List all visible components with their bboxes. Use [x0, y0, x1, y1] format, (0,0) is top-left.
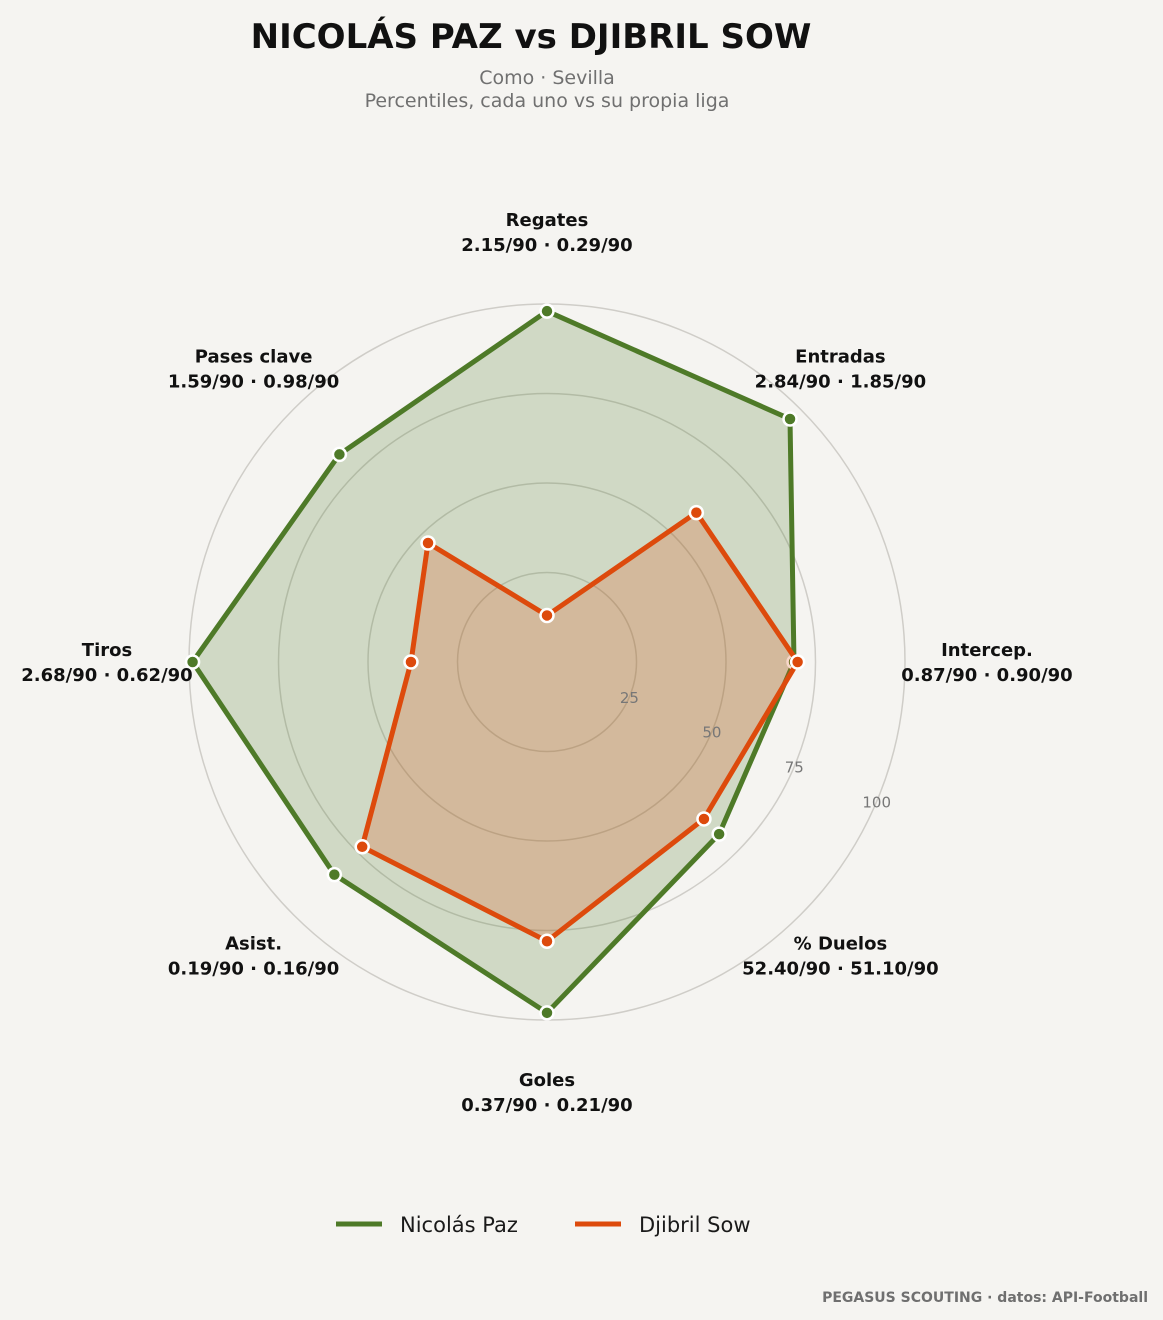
- axis-name: % Duelos: [794, 933, 888, 954]
- axis-label-4: % Duelos 52.40/90 · 51.10/90: [742, 933, 939, 979]
- series-1-point-8: [331, 446, 348, 463]
- axis-values: 0.19/90 · 0.16/90: [168, 958, 339, 979]
- axis-label-7: Tiros 2.68/90 · 0.62/90: [21, 640, 192, 686]
- grid-circle-25: [456, 571, 638, 753]
- series-2-point-3: [789, 654, 806, 670]
- series-2-point-6: [354, 839, 370, 855]
- series-1-point-4: [711, 826, 727, 842]
- axis-name: Pases clave: [195, 347, 313, 368]
- axis-name: Goles: [519, 1070, 575, 1091]
- axis-label-5: Goles 0.37/90 · 0.21/90: [461, 1070, 632, 1116]
- series-2-point-4: [696, 811, 712, 827]
- grid-circle-75: [277, 392, 817, 932]
- axis-values: 2.15/90 · 0.29/90: [461, 235, 632, 256]
- series-1-point-1: [539, 303, 555, 319]
- legend-label: Djibril Sow: [639, 1213, 751, 1237]
- grid-circle-50: [367, 482, 727, 842]
- series-2-point-2: [688, 504, 705, 521]
- series-2: [354, 504, 806, 949]
- tick-label-100: 100: [862, 793, 891, 811]
- axis-values: 1.59/90 · 0.98/90: [168, 372, 339, 393]
- axis-label-8: Pases clave 1.59/90 · 0.98/90: [168, 347, 339, 393]
- tick-label-50: 50: [702, 724, 721, 742]
- series-2-point-7: [403, 654, 419, 670]
- legend-item-2: Djibril Sow: [575, 1213, 751, 1237]
- series-1-point-6: [326, 866, 343, 883]
- legend: Nicolás Paz Djibril Sow: [336, 1213, 751, 1237]
- axis-label-1: Regates 2.15/90 · 0.29/90: [461, 210, 632, 256]
- series-1-point-7: [184, 654, 201, 670]
- axis-name: Asist.: [225, 933, 282, 954]
- series-2-point-1: [539, 607, 555, 624]
- series-1-point-5: [539, 1005, 555, 1021]
- axis-label-2: Entradas 2.84/90 · 1.85/90: [755, 347, 926, 393]
- axis-values: 2.84/90 · 1.85/90: [755, 372, 926, 393]
- series-2-point-8: [420, 535, 436, 551]
- axis-values: 52.40/90 · 51.10/90: [742, 958, 939, 979]
- chart-subtitle-teams: Como · Sevilla: [479, 67, 615, 89]
- legend-item-1: Nicolás Paz: [336, 1213, 518, 1237]
- axis-name: Tiros: [82, 640, 132, 661]
- axis-name: Regates: [506, 210, 589, 231]
- series-1: [184, 303, 802, 1021]
- chart-title: NICOLÁS PAZ vs DJIBRIL SOW: [251, 16, 812, 57]
- radar-tick-labels: 25 50 75 100: [620, 689, 891, 812]
- axis-values: 0.87/90 · 0.90/90: [901, 665, 1072, 686]
- chart-subtitle-description: Percentiles, cada uno vs su propia liga: [365, 90, 730, 112]
- series-2-point-5: [539, 933, 555, 949]
- tick-label-25: 25: [620, 689, 639, 707]
- axis-name: Entradas: [795, 347, 885, 368]
- axis-name: Intercep.: [941, 640, 1033, 661]
- axis-label-6: Asist. 0.19/90 · 0.16/90: [168, 933, 339, 979]
- axis-label-3: Intercep. 0.87/90 · 0.90/90: [901, 640, 1072, 686]
- legend-label: Nicolás Paz: [400, 1213, 518, 1237]
- series-1-point-2: [782, 411, 798, 427]
- tick-label-75: 75: [785, 759, 804, 777]
- radar-series: [184, 303, 806, 1021]
- axis-values: 2.68/90 · 0.62/90: [21, 665, 192, 686]
- credit-text: PEGASUS SCOUTING · datos: API-Football: [822, 1290, 1148, 1306]
- radar-axis-labels: Regates 2.15/90 · 0.29/90 Entradas 2.84/90 …: [21, 210, 1072, 1116]
- axis-values: 0.37/90 · 0.21/90: [461, 1095, 632, 1116]
